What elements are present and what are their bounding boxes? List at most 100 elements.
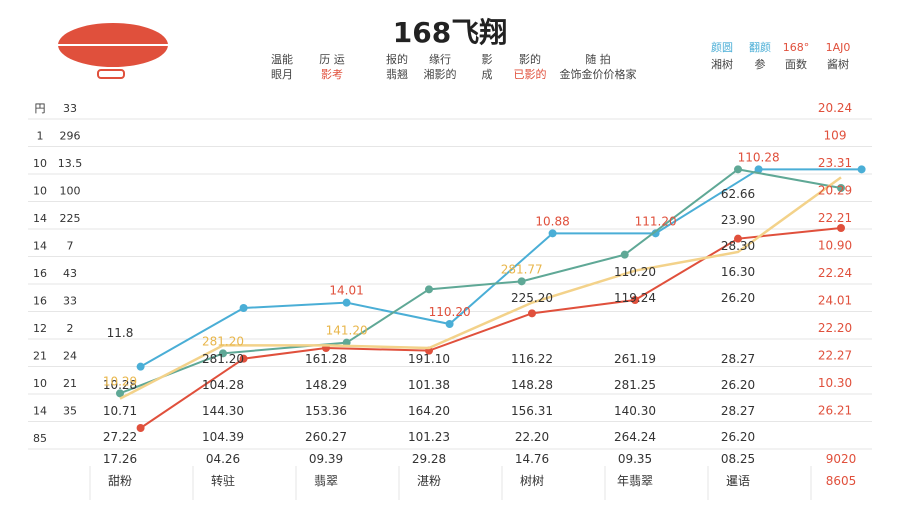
header-layer: 温能 历 运 报的 缘行 影 影的 随 拍眼月 影考 翡翘 湘影的 成 已影的 金饰金价价格家 颜圆 翻颜 1…	[271, 40, 850, 81]
data-point	[342, 298, 351, 307]
row-label: 12	[33, 322, 47, 335]
row-label: 1	[37, 130, 44, 143]
data-label: 10.88	[535, 214, 569, 228]
right-label: 20.24	[818, 101, 852, 115]
bottom-value: 09.39	[309, 452, 343, 466]
table-cell: 116.22	[511, 352, 553, 366]
series-line	[119, 176, 842, 400]
header-cell: 影	[482, 53, 493, 66]
table-cell: 156.31	[511, 404, 553, 418]
table-cell: 16.30	[721, 265, 755, 279]
row-label: 21	[33, 350, 47, 363]
header-cell: 报的	[386, 52, 408, 66]
table-cell: 261.19	[614, 352, 656, 366]
row-value: 33	[63, 102, 77, 115]
header-cell: 湘影的	[424, 67, 457, 81]
row-value: 2	[67, 322, 74, 335]
row-value: 7	[67, 240, 74, 253]
row-label: 10	[33, 377, 47, 390]
data-point	[857, 165, 866, 174]
table-cell: 26.20	[721, 291, 755, 305]
table-cell: 148.29	[305, 378, 347, 392]
data-label: 10.29	[103, 374, 137, 388]
row-value: 24	[63, 350, 77, 363]
table-cell: 260.27	[305, 430, 347, 444]
table-cell: 22.20	[515, 430, 549, 444]
bottom-value: 09.35	[618, 452, 652, 466]
table-cell: 11.8	[107, 326, 134, 340]
table-cell: 281.20	[202, 352, 244, 366]
row-value: 43	[63, 267, 77, 280]
table-cell: 101.38	[408, 378, 450, 392]
data-point	[528, 309, 536, 318]
x-tick-label: 湛粉	[417, 474, 441, 488]
header-cell: 酱树	[827, 57, 849, 71]
table-cell: 101.23	[408, 430, 450, 444]
data-point	[136, 424, 145, 432]
bottom-value: 14.76	[515, 452, 549, 466]
table-cell: 264.24	[614, 430, 656, 444]
data-point	[219, 349, 227, 358]
row-label: 10	[33, 157, 47, 170]
row-label: 16	[33, 295, 47, 308]
header-cell: 温能	[271, 52, 293, 66]
right-label: 24.01	[818, 294, 852, 308]
table-cell: 110.20	[614, 265, 656, 279]
row-label: 16	[33, 267, 47, 280]
header-cell: 168°	[783, 41, 810, 54]
bottom-value: 17.26	[103, 452, 137, 466]
table-cell: 161.28	[305, 352, 347, 366]
table-cell: 164.20	[408, 404, 450, 418]
table-cell: 26.20	[721, 430, 755, 444]
table-cell: 28.27	[721, 404, 755, 418]
right-label: 109	[824, 129, 847, 143]
data-point	[548, 229, 557, 238]
table-cell: 148.28	[511, 378, 553, 392]
data-label: 14.01	[329, 284, 363, 298]
table-cell: 23.90	[721, 213, 755, 227]
bottom-value: 29.28	[412, 452, 446, 466]
data-point	[754, 165, 763, 174]
table-cell: 28.30	[721, 239, 755, 253]
series-line	[140, 227, 842, 429]
row-value: 100	[60, 185, 81, 198]
table-cell: 10.28	[103, 378, 137, 392]
table-cell: 225.20	[511, 291, 553, 305]
table-cell: 27.22	[103, 430, 137, 444]
header-cell: 随 拍	[585, 52, 611, 66]
table-cell: 104.39	[202, 430, 244, 444]
data-label: 281.20	[202, 334, 244, 348]
row-value: 35	[63, 405, 77, 418]
row-value: 13.5	[58, 157, 83, 170]
data-point	[837, 224, 845, 232]
header-cell: 缘行	[429, 53, 451, 66]
logo-gondola	[97, 69, 125, 79]
row-value: 296	[60, 130, 81, 143]
header-cell: 面数	[785, 58, 807, 71]
data-point	[239, 304, 248, 312]
right-label: 22.27	[818, 349, 852, 363]
table-cell: 10.71	[103, 404, 137, 418]
header-cell: 参	[755, 57, 766, 71]
right-label: 22.20	[818, 321, 852, 335]
x-tick-label: 翡翠	[314, 474, 338, 488]
x-tick-label: 8605	[826, 474, 857, 488]
data-label: 141.20	[326, 324, 368, 338]
header-cell: 影考	[321, 68, 343, 81]
x-tick-label: 暹语	[726, 474, 750, 488]
bottom-value: 08.25	[721, 452, 755, 466]
data-label: 110.28	[738, 150, 780, 164]
table-cell: 140.30	[614, 404, 656, 418]
right-label: 23.31	[818, 156, 852, 170]
data-point	[445, 320, 454, 328]
header-cell: 历 运	[319, 53, 345, 66]
row-label: 円	[35, 102, 46, 115]
table-cell: 144.30	[202, 404, 244, 418]
right-label: 22.24	[818, 266, 852, 280]
row-label: 10	[33, 185, 47, 198]
data-point	[620, 250, 629, 259]
header-cell: 翻颜	[749, 40, 771, 54]
table-cell: 191.10	[408, 352, 450, 366]
data-point	[651, 229, 660, 238]
